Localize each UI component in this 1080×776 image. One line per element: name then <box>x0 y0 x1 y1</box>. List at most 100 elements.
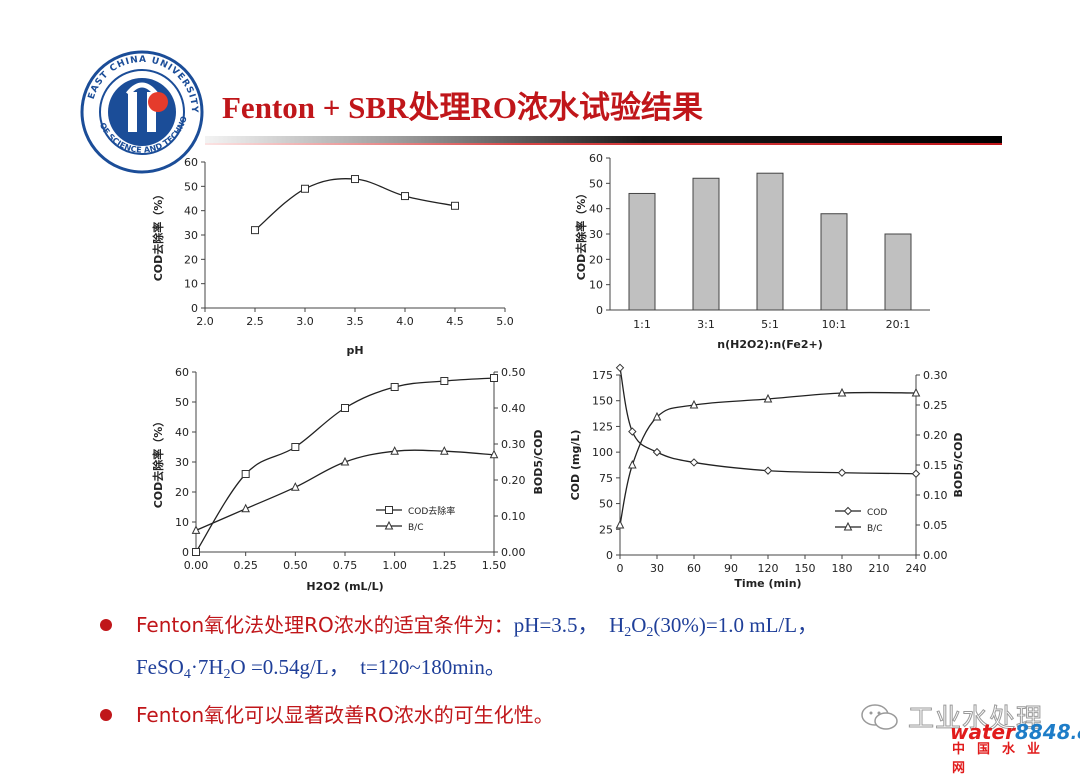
x-tick-label: 180 <box>832 562 853 575</box>
y-tick-label: 0 <box>606 549 613 562</box>
y2-tick-label: 0.25 <box>923 399 948 412</box>
watermark: 工业水处理 water8848.com 中国水业网 <box>858 698 1080 776</box>
y-tick-label: 0 <box>182 546 189 559</box>
chart-time: 0 25 50 75 100 125 150 175 0.00 0.05 0.10 0.15 0.20 0… <box>569 363 965 590</box>
time-series-point <box>615 519 625 529</box>
y-tick-label: 30 <box>175 456 189 469</box>
bar <box>756 172 784 311</box>
time-series-point <box>652 411 662 421</box>
bullet-lead: Fenton氧化法处理RO浓水的适宜条件为： <box>136 613 514 637</box>
x-tick-label: 3.0 <box>296 315 314 328</box>
x-tick-label: 0 <box>617 562 624 575</box>
x-tick-label: 2.0 <box>196 315 214 328</box>
h2o2-series-point <box>341 404 349 412</box>
y-tick-label: 30 <box>589 228 603 241</box>
h2o2-condition: H2O2(30%)=1.0 mL/L， <box>609 613 819 640</box>
bar <box>628 192 656 311</box>
h2o2-series-point <box>291 443 300 451</box>
y-tick-label: 60 <box>589 152 603 165</box>
h2o2-series-point <box>390 383 399 391</box>
y2-axis-title: BOD5/COD <box>952 432 965 497</box>
y-tick-label: 20 <box>175 486 189 499</box>
title-underline-red <box>205 143 1002 145</box>
chart-ratio-bar: 0 10 20 30 40 50 60 COD去除率（%） n(H2O2):n(Fe2+) 1:1… <box>574 152 930 351</box>
h2o2-series-point <box>390 446 399 455</box>
legend-label: B/C <box>408 523 424 533</box>
bullet-lead: Fenton氧化可以显著改善RO浓水的可生化性。 <box>136 703 554 727</box>
time-series-point <box>689 458 699 467</box>
legend-marker <box>843 521 853 531</box>
ph-series-point <box>401 192 409 201</box>
time-series-point <box>837 387 847 397</box>
y-tick-label: 100 <box>592 446 613 459</box>
y-tick-label: 40 <box>589 203 603 216</box>
time-series-point <box>689 399 699 409</box>
x-tick-label: 2.5 <box>246 315 264 328</box>
time-series-point <box>911 469 921 478</box>
brand-logo: water8848.com <box>950 720 1080 744</box>
h2o2-series-point <box>440 446 449 455</box>
y2-tick-label: 0.20 <box>501 474 526 487</box>
y-tick-label: 0 <box>596 304 603 317</box>
h2o2-series-point <box>192 548 200 556</box>
bar <box>884 233 912 311</box>
legend-marker <box>843 506 853 516</box>
chart-h2o2: 0 10 20 30 40 50 60 0.00 0.10 0.20 0.30 0.40 0.50 COD… <box>151 366 545 593</box>
x-tick-label: 20:1 <box>886 318 911 331</box>
x-axis-title: pH <box>346 344 363 357</box>
bullet-dot <box>100 619 112 631</box>
y-tick-label: 50 <box>599 498 613 511</box>
legend-marker <box>385 506 393 514</box>
x-tick-label: 1:1 <box>633 318 651 331</box>
y-tick-label: 125 <box>592 420 613 433</box>
page-title: Fenton + SBR处理RO浓水试验结果 <box>222 90 703 125</box>
y-tick-label: 60 <box>175 366 189 379</box>
time-series-line <box>619 391 917 526</box>
y-tick-label: 10 <box>184 278 198 291</box>
university-logo: EAST CHINA UNIVERSITY OF SCIENCE AND TEC… <box>78 48 204 174</box>
x-tick-label: 0.50 <box>283 559 308 572</box>
y-tick-label: 10 <box>589 279 603 292</box>
title-underline <box>205 136 1002 143</box>
x-tick-label: 3:1 <box>697 318 715 331</box>
bar <box>820 213 848 311</box>
y-tick-label: 30 <box>184 229 198 242</box>
x-axis-title: Time (min) <box>734 577 801 590</box>
time-series-point <box>911 387 921 397</box>
y-axis-title: COD去除率（%） <box>151 416 165 509</box>
x-tick-label: 4.0 <box>396 315 414 328</box>
time-series-line <box>619 367 917 475</box>
legend-marker <box>384 520 394 530</box>
feso4-condition: FeSO4·7H2O =0.54g/L， <box>136 655 350 682</box>
x-tick-label: 3.5 <box>346 315 364 328</box>
h2o2-series-point <box>489 449 499 459</box>
y2-tick-label: 0.15 <box>923 459 948 472</box>
x-tick-label: 1.50 <box>482 559 507 572</box>
y-tick-label: 40 <box>175 426 189 439</box>
x-tick-label: 1.25 <box>432 559 457 572</box>
time-condition: t=120~180min。 <box>360 655 506 679</box>
y2-tick-label: 0.10 <box>501 510 526 523</box>
x-tick-label: 60 <box>687 562 701 575</box>
y-tick-label: 50 <box>175 396 189 409</box>
bullet-dot <box>100 709 112 721</box>
y2-tick-label: 0.50 <box>501 366 526 379</box>
x-tick-label: 210 <box>869 562 890 575</box>
x-tick-label: 0.75 <box>333 559 358 572</box>
y-tick-label: 0 <box>191 302 198 315</box>
h2o2-series-point <box>291 482 300 491</box>
y-tick-label: 50 <box>184 180 198 193</box>
y-tick-label: 75 <box>599 472 613 485</box>
ph-series-point <box>451 201 459 210</box>
bullet-item: Fenton氧化法处理RO浓水的适宜条件为：pH=3.5， H2O2(30%)=… <box>100 608 1020 692</box>
y2-tick-label: 0.40 <box>501 402 526 415</box>
y-tick-label: 40 <box>184 205 198 218</box>
y-tick-label: 25 <box>599 523 613 536</box>
y-axis-title: COD去除率（%） <box>574 188 588 281</box>
x-tick-label: 4.5 <box>446 315 464 328</box>
x-tick-label: 90 <box>724 562 738 575</box>
h2o2-series-point <box>340 456 350 466</box>
legend-label: COD去除率 <box>408 505 455 517</box>
h2o2-series-point <box>490 374 498 382</box>
h2o2-series-point <box>241 470 250 478</box>
